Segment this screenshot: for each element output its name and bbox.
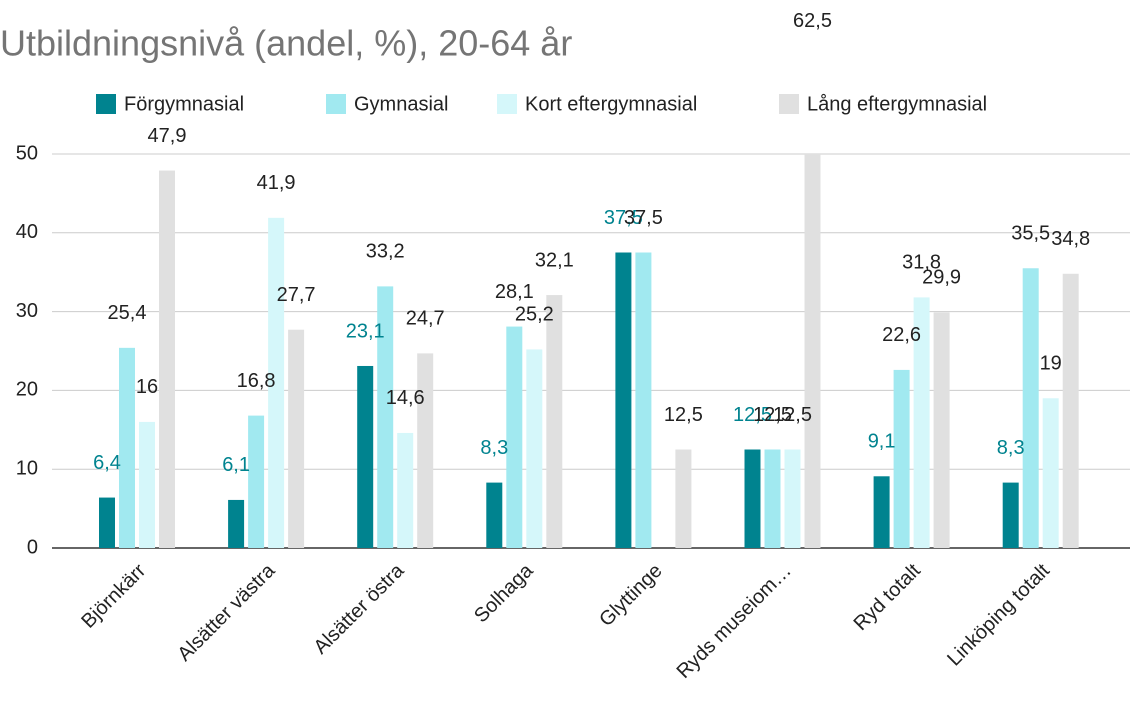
value-label: 8,3 — [997, 437, 1025, 459]
value-label: 23,1 — [346, 320, 385, 342]
value-label: 62,5 — [793, 10, 832, 32]
bar — [615, 252, 632, 548]
y-tick-label: 40 — [16, 221, 38, 243]
bar — [526, 349, 543, 548]
y-tick-label: 0 — [27, 536, 38, 558]
value-label: 47,9 — [148, 125, 187, 147]
bar — [139, 421, 155, 548]
bar — [675, 449, 692, 548]
value-label: 34,8 — [1051, 228, 1090, 250]
x-tick-label: Glyttinge — [595, 560, 666, 631]
value-label: 35,5 — [1011, 223, 1050, 245]
chart-title: Utbildningsnivå (andel, %), 20-64 år — [0, 23, 572, 64]
value-label: 25,4 — [108, 302, 147, 324]
legend-swatch — [326, 94, 346, 114]
bar — [893, 369, 910, 548]
x-tick-label: Ryds museiom… — [673, 560, 796, 683]
bar — [804, 154, 821, 548]
value-label: 31,8 — [902, 252, 941, 274]
bar — [873, 476, 890, 548]
y-tick-label: 50 — [16, 142, 38, 164]
bar — [744, 449, 761, 548]
value-label: 16,8 — [237, 370, 276, 392]
legend-label: Gymnasial — [354, 93, 448, 115]
bar — [933, 312, 950, 548]
value-label: 12,5 — [753, 404, 792, 426]
bar — [228, 499, 245, 548]
x-tick-label: Alsätter östra — [310, 559, 409, 658]
bar — [1042, 398, 1059, 548]
value-label: 22,6 — [882, 324, 921, 346]
value-label: 32,1 — [535, 249, 574, 271]
y-tick-label: 20 — [16, 379, 38, 401]
bar — [784, 449, 801, 548]
value-label: 28,1 — [495, 281, 534, 303]
value-label: 12,5 — [664, 404, 703, 426]
value-label: 24,7 — [406, 308, 445, 330]
bar — [486, 482, 503, 548]
bar — [1022, 268, 1039, 548]
legend-label: Lång eftergymnasial — [807, 93, 987, 115]
bar — [288, 329, 305, 548]
legend-label: Kort eftergymnasial — [525, 93, 697, 115]
bar — [417, 353, 434, 548]
bar — [248, 415, 265, 548]
value-label: 27,7 — [277, 284, 316, 306]
y-tick-label: 30 — [16, 300, 38, 322]
bar — [506, 326, 523, 548]
value-label: 37,5 — [624, 207, 663, 229]
value-label: 14,6 — [386, 387, 425, 409]
legend-swatch — [96, 94, 116, 114]
y-tick-label: 10 — [16, 457, 38, 479]
bar — [377, 286, 394, 548]
value-label: 16 — [136, 376, 158, 398]
x-tick-label: Ryd totalt — [850, 559, 926, 635]
bar — [99, 497, 115, 548]
x-tick-label: Linköping totalt — [943, 559, 1054, 670]
value-label: 25,2 — [515, 304, 554, 326]
bar — [159, 170, 175, 548]
legend-swatch — [779, 94, 799, 114]
bars — [99, 154, 1079, 548]
bar — [268, 217, 285, 548]
bar — [913, 297, 930, 548]
x-tick-label: Björnkärr — [77, 559, 150, 632]
bar — [397, 432, 414, 548]
value-label: 6,1 — [222, 454, 250, 476]
bar — [1062, 273, 1079, 548]
legend-label: Förgymnasial — [124, 93, 244, 115]
bar — [119, 347, 135, 548]
x-tick-label: Alsätter västra — [173, 559, 280, 666]
legend-swatch — [497, 94, 517, 114]
bar — [1002, 482, 1019, 548]
bar — [546, 295, 563, 548]
value-label: 12,5 — [773, 404, 812, 426]
value-label: 37,5 — [604, 207, 643, 229]
value-label: 8,3 — [480, 437, 508, 459]
value-label: 41,9 — [257, 172, 296, 194]
value-label: 33,2 — [366, 241, 405, 263]
value-label: 29,9 — [922, 267, 961, 289]
value-label: 12,5 — [733, 404, 772, 426]
bar — [764, 449, 781, 548]
value-label: 9,1 — [868, 431, 896, 453]
bar — [635, 252, 652, 548]
value-label: 6,4 — [93, 452, 121, 474]
grid: 0 10 20 30 40 50 — [16, 142, 1130, 558]
bar — [357, 365, 374, 548]
value-label: 19 — [1040, 353, 1062, 375]
x-tick-label: Solhaga — [470, 559, 538, 627]
